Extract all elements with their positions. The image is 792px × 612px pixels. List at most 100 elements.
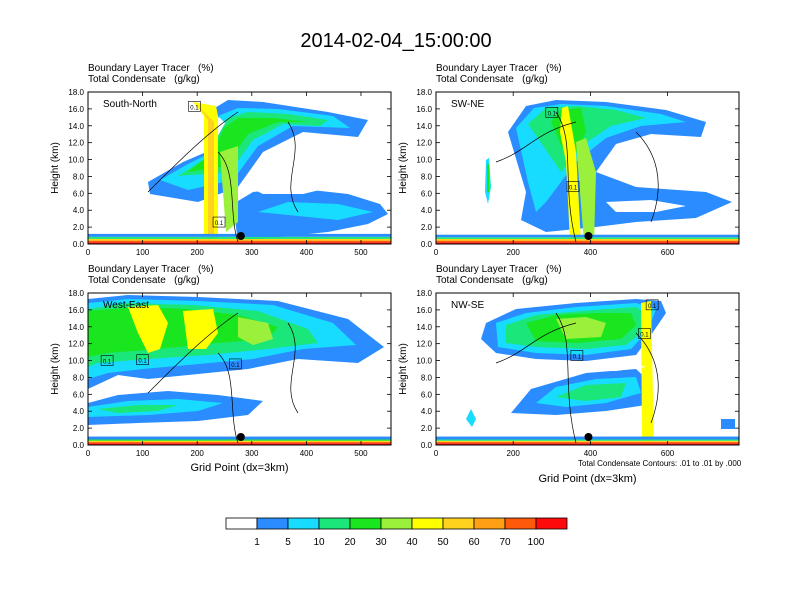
colorbar-label: 50: [437, 537, 449, 548]
x-tick-label: 200: [507, 248, 521, 257]
condensate-contour: [147, 312, 299, 444]
panel1-field-labels: Boundary Layer Tracer (%) Total Condensat…: [88, 63, 214, 85]
y-tick-label: 6.0: [421, 189, 433, 198]
y-tick-label: 8.0: [421, 373, 433, 382]
tracer-region: [183, 309, 218, 349]
x-tick-label: 400: [300, 248, 314, 257]
y-tick-label: 8.0: [421, 172, 433, 181]
x-tick-label: 300: [245, 248, 259, 257]
colorbar-swatch: [256, 517, 289, 530]
panel-name: West-East: [103, 300, 149, 311]
boundary-layer-band: [88, 442, 391, 444]
panel4-field-labels: Boundary Layer Tracer (%) Total Condensat…: [436, 264, 562, 286]
tracer-region: [556, 383, 626, 401]
contour-note: Total Condensate Contours: .01 to .01 by…: [578, 459, 742, 468]
plot-frame: [435, 91, 740, 245]
condensate-contour: [495, 111, 659, 243]
y-tick-label: 0.0: [73, 441, 85, 450]
tracer-region: [560, 106, 581, 242]
condensate-contour: [147, 111, 299, 243]
plot-frame: [87, 91, 392, 245]
y-tick-label: 8.0: [73, 172, 85, 181]
y-tick-label: 2.0: [421, 424, 433, 433]
x-axis-title-right: Grid Point (dx=3km): [538, 473, 637, 485]
colorbar-swatch: [380, 517, 413, 530]
contour-label: 0.1: [638, 328, 651, 339]
x-tick-label: 300: [245, 449, 259, 458]
x-tick-label: 600: [661, 248, 675, 257]
panel-plot: 0.1 0.1 0.1 NW-SE 0.0 2.0 4.0 6.0 8.0 10.0 12.0 14.…: [398, 289, 740, 458]
contour-label-text: 0.1: [569, 186, 578, 192]
contour-label-text: 0.1: [573, 354, 582, 360]
y-tick-label: 12.0: [68, 139, 84, 148]
y-tick-label: 4.0: [73, 407, 85, 416]
contour-label-text: 0.1: [231, 363, 240, 369]
y-tick-label: 0.0: [421, 240, 433, 249]
y-tick-label: 14.0: [68, 323, 84, 332]
boundary-layer-band: [436, 443, 739, 445]
x-tick-label: 400: [584, 248, 598, 257]
y-tick-label: 4.0: [421, 206, 433, 215]
field-label-tracer: Boundary Layer Tracer (%): [436, 264, 562, 275]
contour-label: 0.1: [545, 106, 559, 118]
colorbar-svg: 1 5 10 20 30 40 50 60 70 100: [225, 517, 568, 548]
panel-name: South-North: [103, 99, 157, 110]
contour-label: 0.1: [136, 354, 149, 366]
y-tick-label: 4.0: [73, 206, 85, 215]
tracer-region: [188, 379, 278, 393]
y-tick-label: 10.0: [416, 156, 432, 165]
boundary-layer-band: [88, 240, 391, 243]
y-tick-label: 2.0: [421, 223, 433, 232]
x-tick-label: 400: [300, 449, 314, 458]
x-tick-label: 0: [434, 449, 439, 458]
y-tick-label: 16.0: [416, 105, 432, 114]
y-tick-label: 18.0: [68, 289, 84, 298]
panel-plot: 0.1 0.1 0.1 West-East 0.0 2.0 4.0 6.0 8.0 10.0 12.…: [50, 289, 392, 458]
main-title: 2014-02-04_15:00:00: [300, 30, 492, 52]
x-axis-title-left: Grid Point (dx=3km): [190, 462, 289, 474]
y-tick-label: 14.0: [416, 323, 432, 332]
tracer-region: [466, 409, 476, 427]
x-tick-label: 400: [584, 449, 598, 458]
y-tick-label: 2.0: [73, 223, 85, 232]
tracer-region: [248, 184, 328, 194]
y-tick-label: 8.0: [73, 373, 85, 382]
colorbar-label: 10: [313, 537, 325, 548]
location-marker: [584, 433, 593, 441]
tracer-region: [641, 301, 654, 443]
x-tick-label: 600: [661, 449, 675, 458]
y-tick-label: 6.0: [421, 390, 433, 399]
y-axis-title: Height (km): [398, 142, 409, 194]
field-label-tracer: Boundary Layer Tracer (%): [436, 63, 562, 74]
y-tick-label: 12.0: [68, 340, 84, 349]
y-tick-label: 12.0: [416, 139, 432, 148]
y-tick-label: 10.0: [68, 357, 84, 366]
colorbar-swatch: [535, 517, 568, 530]
contour-label: 0.1: [212, 216, 226, 228]
contour-label-box: [229, 358, 242, 370]
y-tick-label: 16.0: [68, 306, 84, 315]
x-tick-label: 100: [136, 449, 150, 458]
colorbar-label: 30: [375, 537, 387, 548]
colorbar-swatch: [287, 517, 320, 530]
y-tick-label: 0.0: [73, 240, 85, 249]
boundary-layer-band: [88, 242, 391, 244]
colorbar-label: 100: [528, 537, 545, 548]
condensate-contour: [495, 312, 659, 444]
x-tick-label: 100: [136, 248, 150, 257]
panel-plot: 0.1 0.1 South-North 0.0 2.0 4.0 6.0 8.0 10.0 12.0…: [50, 88, 392, 257]
colorbar-label: 20: [344, 537, 356, 548]
x-tick-label: 500: [354, 248, 368, 257]
contour-label: 0.1: [188, 101, 201, 112]
y-tick-label: 16.0: [416, 306, 432, 315]
contour-label: 0.1: [570, 350, 584, 361]
contour-label-box: [570, 350, 584, 361]
y-tick-label: 4.0: [421, 407, 433, 416]
contour-label-text: 0.1: [648, 304, 657, 310]
tracer-region: [298, 385, 391, 433]
location-marker: [584, 232, 593, 240]
colorbar-swatch: [504, 517, 537, 530]
boundary-layer-band: [436, 240, 739, 243]
boundary-layer-band: [88, 440, 391, 443]
colorbar-swatch: [349, 517, 382, 530]
